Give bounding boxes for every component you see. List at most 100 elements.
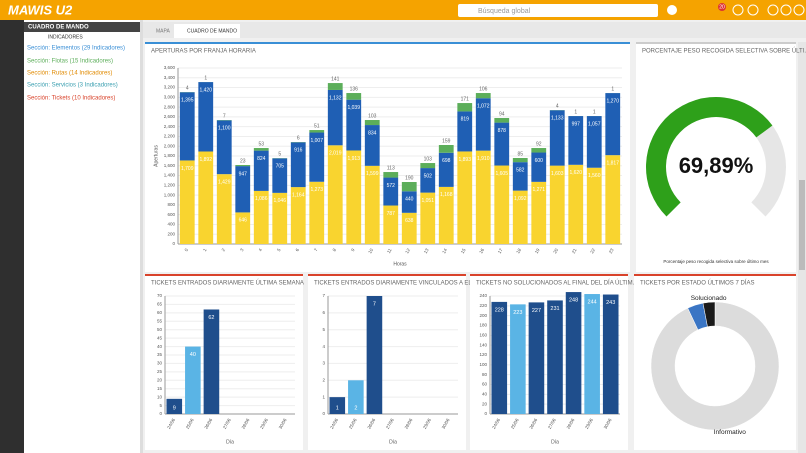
bar-segment [383, 205, 399, 244]
tab[interactable]: CUADRO DE MANDO [187, 28, 237, 34]
bar [528, 302, 545, 414]
x-tick-label: 17 [497, 247, 504, 254]
bar-segment [346, 93, 362, 100]
tab[interactable]: MAPA [156, 28, 170, 34]
bar-segment [457, 103, 473, 112]
bar-segment [438, 145, 454, 153]
y-tick-label: 400 [167, 222, 175, 227]
section-link[interactable]: Sección: Flotas (15 Indicadores) [27, 59, 113, 65]
scroll-thumb[interactable] [799, 180, 805, 270]
bar-segment [457, 151, 473, 244]
data-label: 1,270 [606, 98, 619, 104]
bar-segment [531, 148, 547, 153]
bar-segment [364, 125, 380, 166]
data-label: 141 [331, 76, 340, 82]
user-icon[interactable] [667, 5, 677, 15]
panel [308, 274, 466, 450]
y-tick-label: 3,200 [164, 85, 176, 90]
panel-accent [470, 274, 628, 276]
data-label: 1 [593, 109, 596, 115]
data-label: 40 [190, 352, 196, 358]
x-tick-label: 28/06 [404, 417, 414, 430]
x-tick-label: 20 [552, 247, 559, 254]
y-tick-label: 2,200 [164, 134, 176, 139]
sidebar [24, 20, 140, 453]
bar-segment [253, 148, 269, 151]
bar-segment [475, 150, 491, 244]
search-placeholder: Búsqueda global [478, 8, 531, 15]
icon[interactable] [780, 4, 792, 16]
icon[interactable] [732, 4, 744, 16]
bar-segment [327, 83, 343, 90]
data-label: 244 [588, 299, 597, 305]
panel-title: TICKETS NO SOLUCIONADOS AL FINAL DEL DÍA… [476, 280, 638, 287]
data-label: 228 [495, 307, 504, 313]
bar-segment [549, 110, 565, 166]
bar-segment [272, 158, 288, 193]
data-label: 1,057 [588, 121, 601, 127]
section-link[interactable]: Sección: Servicios (3 Indicadores) [27, 83, 118, 89]
y-tick-label: 1,200 [164, 183, 176, 188]
icon[interactable] [747, 4, 759, 16]
data-label: 103 [424, 156, 433, 162]
x-tick-label: 21 [571, 247, 578, 254]
icon[interactable] [767, 4, 779, 16]
y-tick-label: 1 [322, 394, 325, 399]
data-label: 62 [208, 315, 214, 321]
y-tick-label: 10 [157, 394, 163, 399]
data-label: 23 [240, 158, 246, 164]
section-link[interactable]: Sección: Elementos (29 Indicadores) [27, 46, 125, 52]
data-label: 787 [387, 211, 396, 217]
bar-segment [568, 116, 584, 165]
bar-segment [309, 132, 325, 182]
data-label: 600 [535, 158, 544, 164]
y-tick-label: 4 [322, 344, 325, 349]
y-tick-label: 2,800 [164, 104, 176, 109]
bar-segment [327, 145, 343, 244]
panel-accent [308, 274, 466, 276]
data-label: 1,420 [199, 87, 212, 93]
bar-segment [420, 168, 436, 193]
bar-segment [290, 187, 306, 244]
y-tick-label: 50 [157, 327, 163, 332]
bar-segment [605, 155, 621, 244]
y-tick-label: 40 [157, 344, 163, 349]
y-tick-label: 180 [479, 323, 487, 328]
x-tick-label: 16 [478, 247, 485, 254]
data-label: 1,560 [588, 173, 601, 179]
data-label: 1 [611, 86, 614, 92]
section-link[interactable]: Sección: Tickets (10 Indicadores) [27, 96, 115, 102]
panel-accent [634, 274, 796, 276]
x-tick-label: 30/06 [278, 417, 288, 430]
y-tick-label: 40 [482, 392, 488, 397]
section-link[interactable]: Sección: Rutas (14 Indicadores) [27, 71, 112, 77]
bar-segment [253, 190, 269, 244]
bar-segment [512, 158, 528, 163]
data-label: 1 [204, 75, 207, 81]
data-label: 1,051 [421, 198, 434, 204]
data-label: 1,709 [181, 166, 194, 172]
y-tick-label: 1,400 [164, 173, 176, 178]
panel-title: TICKETS ENTRADOS DIARIAMENTE ÚLTIMA SEMA… [151, 280, 304, 287]
data-label: 638 [405, 218, 414, 224]
icon[interactable] [793, 4, 805, 16]
x-tick-label: 23 [608, 247, 615, 254]
search-box[interactable] [458, 4, 658, 17]
x-tick-label: 5 [276, 247, 282, 252]
data-label: 947 [239, 171, 248, 177]
active-tab[interactable] [174, 24, 240, 38]
bar-segment [198, 151, 214, 244]
bar-segment [494, 165, 510, 244]
bar-segment [605, 93, 621, 156]
bar-segment [198, 82, 214, 152]
data-label: 113 [387, 165, 395, 171]
tab-bar [143, 22, 806, 38]
x-axis-label: Día [226, 439, 234, 445]
y-tick-label: 60 [482, 382, 488, 387]
splitter[interactable] [140, 20, 143, 453]
panel-title: PORCENTAJE PESO RECOGIDA SELECTIVA SOBRE… [642, 48, 806, 55]
data-label: 698 [442, 158, 451, 164]
y-tick-label: 120 [479, 352, 487, 357]
x-tick-label: 30/06 [603, 417, 613, 430]
